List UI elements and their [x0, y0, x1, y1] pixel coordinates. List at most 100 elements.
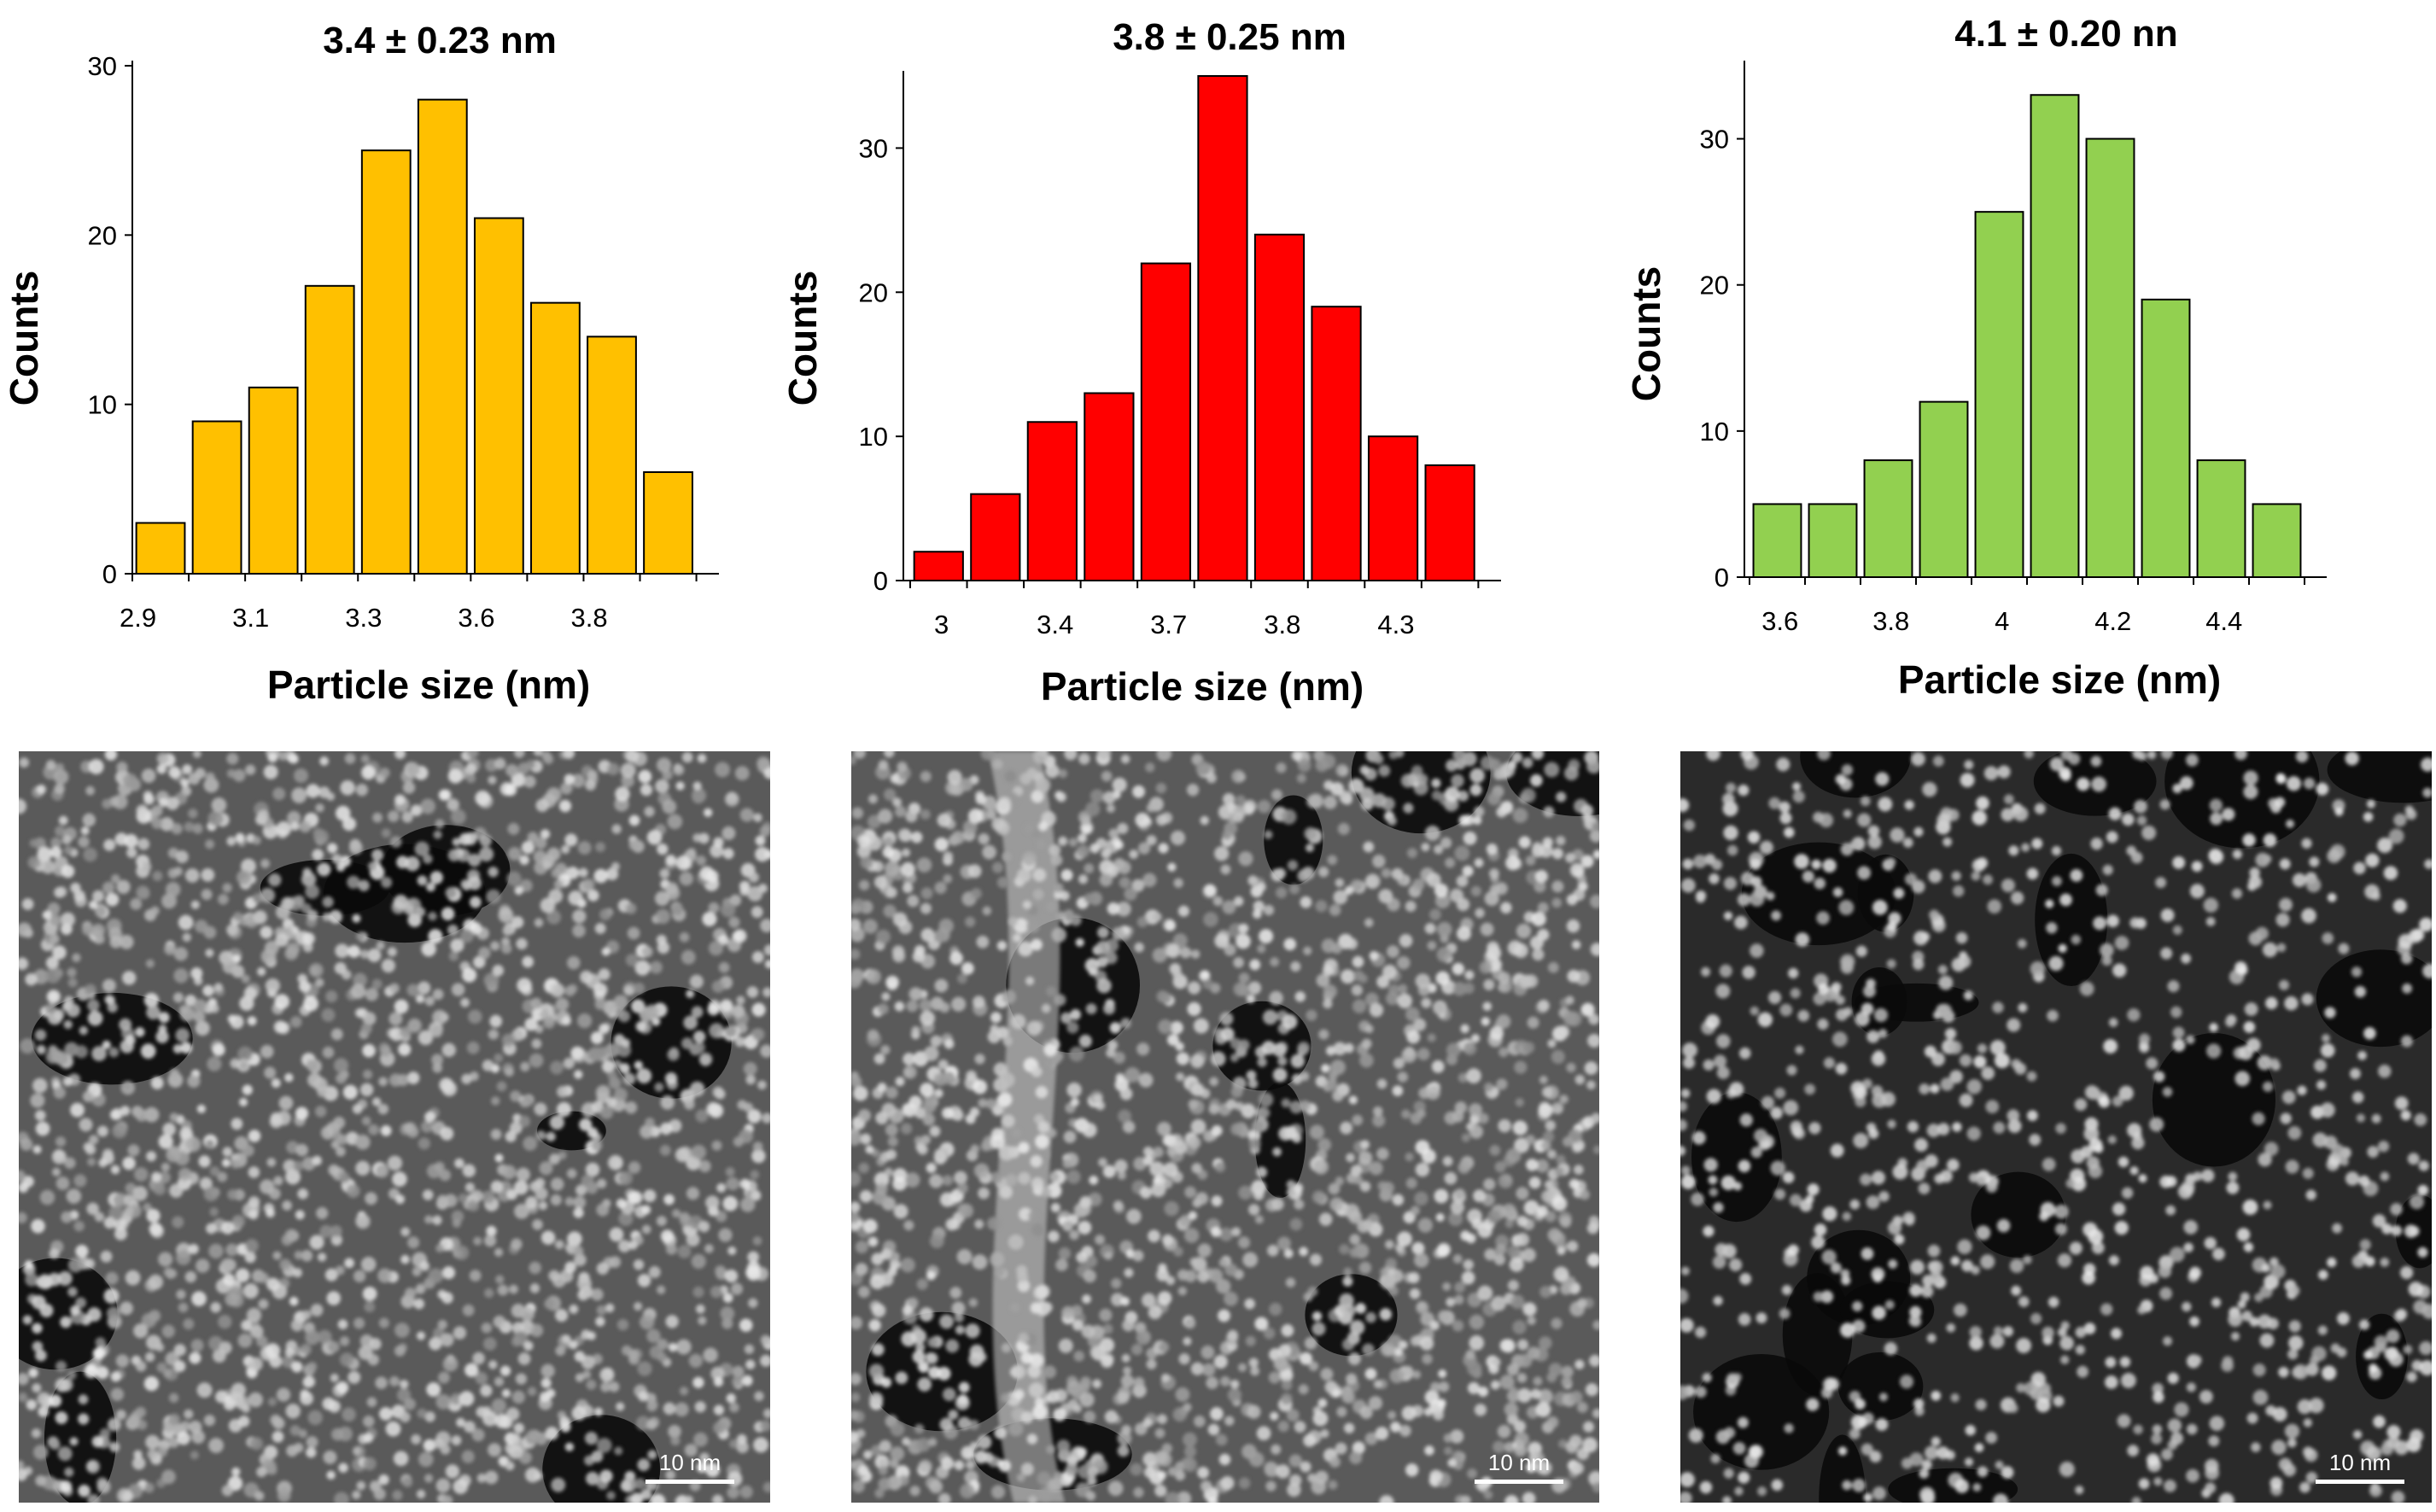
particle — [1493, 1253, 1506, 1265]
particle — [435, 1393, 452, 1410]
particle — [208, 1438, 224, 1454]
particle — [415, 907, 426, 917]
particle — [149, 1222, 162, 1236]
particle — [987, 1030, 1001, 1043]
particle — [965, 916, 976, 927]
particle — [1489, 868, 1499, 879]
particle — [190, 1451, 199, 1460]
particle — [156, 763, 167, 774]
particle — [1512, 1120, 1528, 1135]
particle — [412, 1267, 422, 1276]
particle — [660, 1095, 675, 1110]
particle — [1277, 1056, 1288, 1066]
particle — [1566, 919, 1580, 933]
particle — [930, 1035, 943, 1048]
particle — [1218, 1453, 1231, 1466]
particle — [954, 1170, 967, 1185]
particle — [87, 1010, 103, 1026]
particle — [495, 1275, 505, 1284]
particle — [593, 1407, 604, 1416]
particle — [331, 854, 342, 864]
particle — [563, 751, 575, 760]
particle — [1025, 976, 1035, 986]
particle — [1830, 1143, 1844, 1158]
particle — [2242, 833, 2256, 847]
particle — [1737, 893, 1750, 907]
particle — [2345, 1171, 2360, 1186]
particle — [34, 1110, 46, 1121]
particle — [720, 902, 736, 918]
particle — [205, 949, 214, 958]
particle — [867, 1029, 879, 1041]
particle — [2261, 1264, 2270, 1273]
particle — [1592, 1320, 1599, 1330]
particle — [587, 890, 599, 902]
particle — [659, 868, 670, 879]
particle — [353, 1317, 365, 1329]
particle — [289, 1296, 299, 1306]
particle — [66, 1188, 82, 1204]
particle — [2295, 751, 2309, 763]
particle — [1737, 1416, 1749, 1428]
particle — [375, 1165, 389, 1178]
particle — [997, 1092, 1013, 1107]
particle — [1442, 1156, 1453, 1167]
particle — [958, 1381, 970, 1393]
particle — [1020, 1351, 1033, 1364]
particle — [909, 1486, 920, 1497]
particle — [1565, 852, 1575, 863]
particle — [61, 1211, 73, 1223]
particle — [873, 1053, 885, 1065]
particle — [890, 1446, 905, 1462]
particle — [965, 1323, 980, 1339]
particle — [689, 1081, 705, 1097]
particle — [265, 1343, 281, 1358]
particle — [1863, 984, 1876, 998]
particle — [1233, 957, 1244, 968]
particle — [1286, 1409, 1300, 1422]
particle — [879, 1439, 891, 1453]
particle — [868, 1319, 881, 1332]
particle — [459, 929, 474, 943]
particle — [622, 1038, 631, 1048]
particle — [1275, 886, 1288, 899]
particle — [2094, 1143, 2104, 1153]
particle — [2258, 1153, 2272, 1167]
particle — [1757, 1012, 1773, 1027]
particle — [417, 981, 431, 995]
particle — [2259, 1333, 2275, 1348]
particle — [1393, 1057, 1405, 1069]
micrograph-particles — [1680, 751, 2432, 1503]
particle — [692, 781, 702, 791]
particle — [1170, 830, 1186, 846]
particle — [414, 841, 430, 857]
particle — [1726, 844, 1738, 856]
particle — [1888, 1259, 1898, 1270]
particle — [587, 1331, 596, 1340]
particle — [1781, 1285, 1792, 1295]
particle — [1219, 1012, 1234, 1026]
particle — [307, 909, 318, 921]
particle — [721, 826, 736, 840]
particle — [994, 1426, 1007, 1439]
particle — [725, 1167, 735, 1177]
particle — [2288, 1320, 2301, 1333]
particle — [1922, 781, 1937, 797]
y-tick-label: 0 — [873, 566, 888, 596]
particle — [1288, 1454, 1302, 1468]
particle — [1831, 1262, 1842, 1274]
particle — [2104, 1375, 2118, 1389]
particle — [1566, 1062, 1576, 1073]
particle — [1317, 1398, 1328, 1408]
particle — [429, 1337, 442, 1351]
particle — [1965, 1425, 1976, 1436]
particle — [691, 787, 707, 803]
particle — [1680, 1492, 1692, 1503]
particle — [728, 1439, 739, 1449]
particle — [406, 1071, 420, 1084]
particle — [1209, 1077, 1218, 1087]
particle — [439, 1169, 452, 1182]
particle — [1477, 1223, 1493, 1239]
particle — [348, 841, 363, 855]
particle — [1250, 1366, 1260, 1376]
